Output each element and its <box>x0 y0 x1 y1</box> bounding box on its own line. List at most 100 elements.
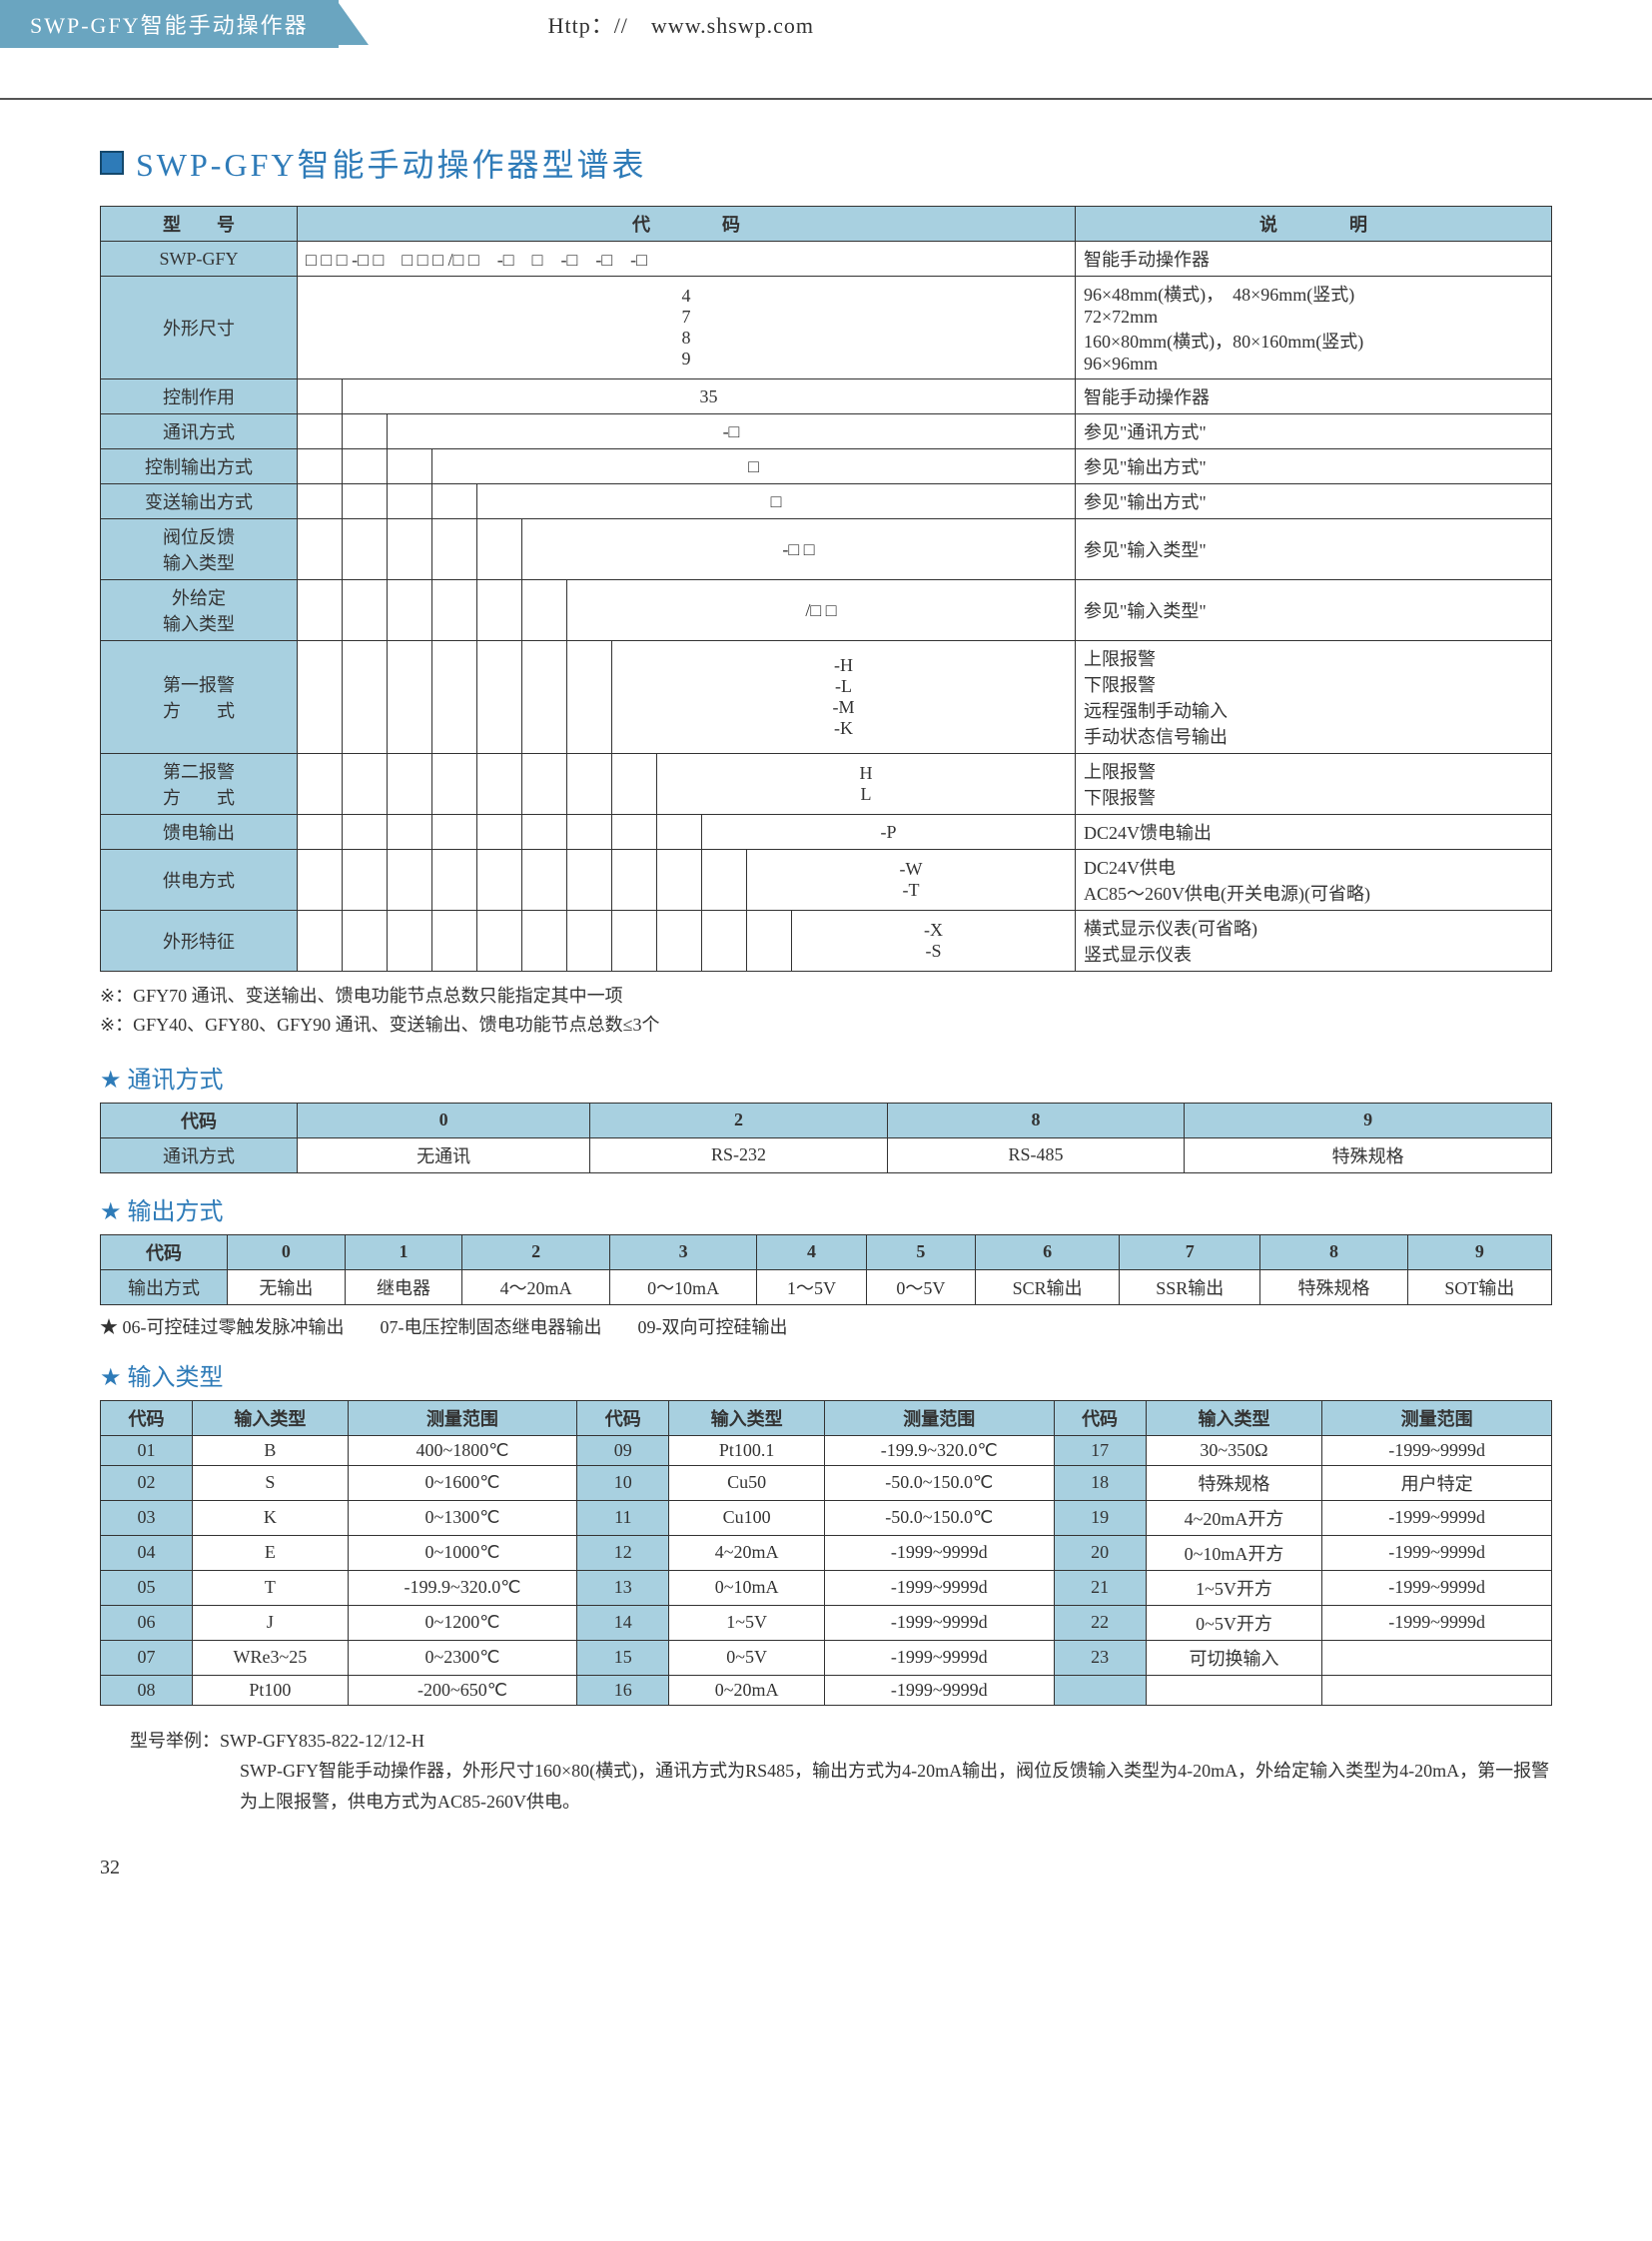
spec-row-desc: DC24V供电 AC85～260V供电(开关电源)(可省略) <box>1076 850 1552 911</box>
spec-hdr-code: 代 码 <box>298 207 1076 242</box>
input-cell: 17 <box>1054 1435 1146 1465</box>
input-cell: J <box>193 1605 349 1640</box>
input-cell: 1~5V开方 <box>1146 1570 1322 1605</box>
title-text: SWP-GFY智能手动操作器型谱表 <box>136 140 646 186</box>
spec-row-desc: 参见"输入类型" <box>1076 519 1552 580</box>
input-cell: 400~1800℃ <box>348 1435 577 1465</box>
input-cell: 0~5V <box>669 1640 825 1675</box>
input-cell: 03 <box>101 1500 193 1535</box>
input-cell: K <box>193 1500 349 1535</box>
spec-row-label: 阀位反馈 输入类型 <box>101 519 298 580</box>
header-left: SWP-GFY智能手动操作器 <box>0 0 339 48</box>
input-cell: -1999~9999d <box>824 1675 1054 1705</box>
input-cell <box>1322 1675 1552 1705</box>
spec-row-code: -□ □ <box>522 519 1076 580</box>
spec-row-desc: 参见"通讯方式" <box>1076 414 1552 449</box>
spec-row-desc: 参见"输出方式" <box>1076 484 1552 519</box>
input-cell: -50.0~150.0℃ <box>824 1500 1054 1535</box>
spec-row-desc: 参见"输出方式" <box>1076 449 1552 484</box>
star-icon: ★ <box>100 1365 122 1391</box>
input-cell: -1999~9999d <box>1322 1435 1552 1465</box>
input-cell: -1999~9999d <box>824 1535 1054 1570</box>
input-cell: -1999~9999d <box>824 1640 1054 1675</box>
spec-row-desc: 智能手动操作器 <box>1076 379 1552 414</box>
input-cell: 11 <box>577 1500 669 1535</box>
input-cell: 13 <box>577 1570 669 1605</box>
spec-row-code: -H -L -M -K <box>612 641 1076 754</box>
input-cell: 19 <box>1054 1500 1146 1535</box>
star-icon: ★ <box>100 1068 122 1094</box>
spec-row-code: 35 <box>343 379 1076 414</box>
input-cell: 可切换输入 <box>1146 1640 1322 1675</box>
output-foot: ★ 06-可控硅过零触发脉冲输出 07-电压控制固态继电器输出 09-双向可控硅… <box>100 1313 1552 1339</box>
input-cell <box>1322 1640 1552 1675</box>
input-cell: -1999~9999d <box>1322 1605 1552 1640</box>
spec-row-desc: 参见"输入类型" <box>1076 580 1552 641</box>
spec-row-label: 控制输出方式 <box>101 449 298 484</box>
example-label: 型号举例：SWP-GFY835-822-12/12-H <box>130 1726 1552 1757</box>
comm-table: 代码0289 通讯方式无通讯RS-232RS-485特殊规格 <box>100 1103 1552 1173</box>
input-cell: -200~650℃ <box>348 1675 577 1705</box>
input-cell: 21 <box>1054 1570 1146 1605</box>
spec-row-code: /□ □ <box>567 580 1076 641</box>
input-cell: E <box>193 1535 349 1570</box>
input-cell: 06 <box>101 1605 193 1640</box>
input-cell: 特殊规格 <box>1146 1465 1322 1500</box>
input-cell: 0~10mA开方 <box>1146 1535 1322 1570</box>
input-cell: 05 <box>101 1570 193 1605</box>
title-icon <box>100 151 124 175</box>
section-comm-title: ★通讯方式 <box>100 1060 1552 1095</box>
input-cell <box>1054 1675 1146 1705</box>
input-cell: B <box>193 1435 349 1465</box>
spec-row-code: -P <box>702 815 1076 850</box>
spec-row-label: 通讯方式 <box>101 414 298 449</box>
spec-row-label: 控制作用 <box>101 379 298 414</box>
output-table: 代码0123456789 输出方式无输出继电器4～20mA0～10mA1～5V0… <box>100 1234 1552 1305</box>
input-cell <box>1146 1675 1322 1705</box>
input-cell: 14 <box>577 1605 669 1640</box>
spec-row-code: 4 7 8 9 <box>298 277 1076 379</box>
input-cell: 08 <box>101 1675 193 1705</box>
input-cell: 1~5V <box>669 1605 825 1640</box>
page-number: 32 <box>100 1857 1552 1879</box>
input-cell: 20 <box>1054 1535 1146 1570</box>
input-cell: T <box>193 1570 349 1605</box>
spec-row-label: 外形特征 <box>101 911 298 972</box>
input-cell: 0~10mA <box>669 1570 825 1605</box>
spec-row-label: 变送输出方式 <box>101 484 298 519</box>
input-cell: WRe3~25 <box>193 1640 349 1675</box>
input-cell: -1999~9999d <box>824 1605 1054 1640</box>
input-cell: -1999~9999d <box>1322 1535 1552 1570</box>
header-url: Http：// www.shswp.com <box>548 8 814 40</box>
spec-row-label: 第二报警 方 式 <box>101 754 298 815</box>
note-1: ※：GFY70 通讯、变送输出、馈电功能节点总数只能指定其中一项 <box>100 982 1552 1011</box>
input-cell: 0~2300℃ <box>348 1640 577 1675</box>
input-cell: 用户特定 <box>1322 1465 1552 1500</box>
input-cell: 10 <box>577 1465 669 1500</box>
spec-row-code: H L <box>657 754 1076 815</box>
input-cell: 0~1000℃ <box>348 1535 577 1570</box>
input-cell: 4~20mA <box>669 1535 825 1570</box>
input-cell: -50.0~150.0℃ <box>824 1465 1054 1500</box>
input-cell: -1999~9999d <box>1322 1570 1552 1605</box>
section-input-title: ★输入类型 <box>100 1357 1552 1392</box>
spec-row-label: 外给定 输入类型 <box>101 580 298 641</box>
input-cell: -1999~9999d <box>1322 1500 1552 1535</box>
spec-row-label: 馈电输出 <box>101 815 298 850</box>
spec-row-desc: 96×48mm(横式)， 48×96mm(竖式) 72×72mm 160×80m… <box>1076 277 1552 379</box>
example-block: 型号举例：SWP-GFY835-822-12/12-H SWP-GFY智能手动操… <box>100 1726 1552 1818</box>
input-cell: 22 <box>1054 1605 1146 1640</box>
input-cell: 15 <box>577 1640 669 1675</box>
input-cell: 0~1300℃ <box>348 1500 577 1535</box>
note-2: ※：GFY40、GFY80、GFY90 通讯、变送输出、馈电功能节点总数≤3个 <box>100 1011 1552 1040</box>
spec-row-label: SWP-GFY <box>101 242 298 277</box>
input-cell: Cu50 <box>669 1465 825 1500</box>
spec-row-label: 外形尺寸 <box>101 277 298 379</box>
spec-row-desc: DC24V馈电输出 <box>1076 815 1552 850</box>
spec-row-desc: 横式显示仪表(可省略) 竖式显示仪表 <box>1076 911 1552 972</box>
input-cell: -199.9~320.0℃ <box>348 1570 577 1605</box>
input-cell: -199.9~320.0℃ <box>824 1435 1054 1465</box>
input-cell: Pt100 <box>193 1675 349 1705</box>
input-cell: Pt100.1 <box>669 1435 825 1465</box>
input-cell: 01 <box>101 1435 193 1465</box>
